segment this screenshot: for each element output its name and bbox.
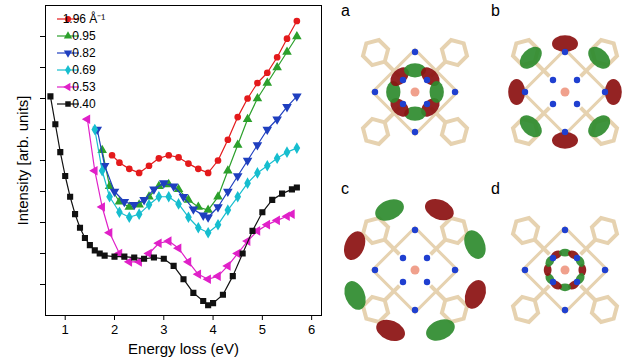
svg-text:6: 6: [308, 322, 315, 337]
svg-text:b: b: [491, 2, 500, 19]
svg-text:0.53: 0.53: [72, 80, 96, 94]
svg-text:0.82: 0.82: [72, 46, 96, 60]
svg-text:4: 4: [209, 322, 216, 337]
svg-text:0.95: 0.95: [72, 29, 96, 43]
svg-text:c: c: [341, 180, 349, 197]
svg-text:d: d: [491, 180, 500, 197]
svg-text:a: a: [341, 2, 350, 19]
svg-text:0.69: 0.69: [72, 63, 96, 77]
svg-text:1.96 Å⁻¹: 1.96 Å⁻¹: [63, 11, 106, 26]
svg-text:5: 5: [259, 322, 266, 337]
svg-text:3: 3: [160, 322, 167, 337]
svg-text:2: 2: [111, 322, 118, 337]
svg-text:0.40: 0.40: [72, 97, 96, 111]
svg-text:1: 1: [62, 322, 69, 337]
svg-text:Energy loss (eV): Energy loss (eV): [128, 340, 239, 357]
svg-text:Intensity [arb. units]: Intensity [arb. units]: [14, 95, 31, 225]
